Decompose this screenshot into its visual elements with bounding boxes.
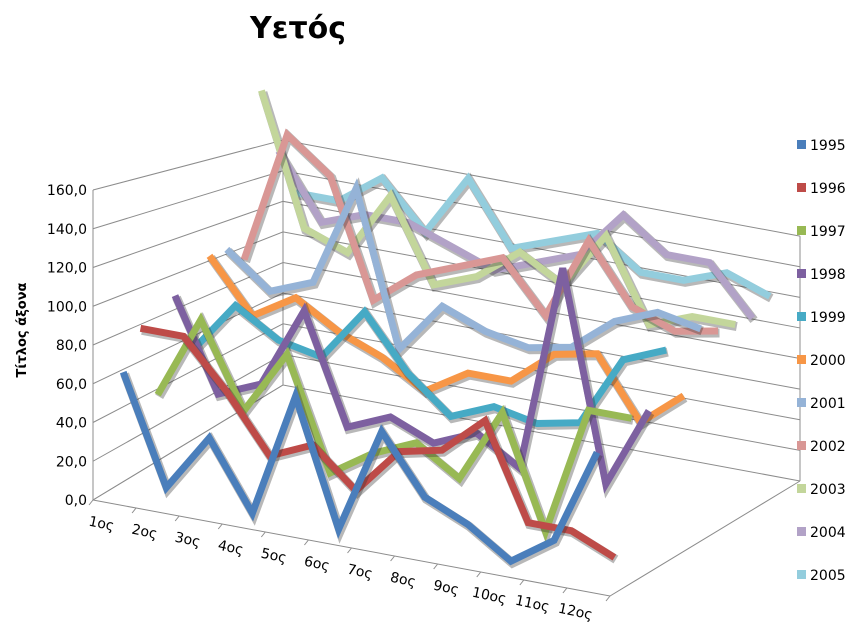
series-line-shadow bbox=[258, 91, 738, 332]
y-tick-label: 0,0 bbox=[65, 493, 87, 509]
legend-label-1996: 1996 bbox=[810, 181, 845, 197]
x-tick-label: 12ος bbox=[557, 601, 594, 624]
legend-label-2004: 2004 bbox=[810, 525, 845, 541]
chart-series bbox=[119, 89, 774, 569]
y-tick-label: 160,0 bbox=[47, 183, 87, 199]
x-tick-label: 9ος bbox=[432, 578, 460, 599]
series-line-1995 bbox=[119, 370, 601, 566]
legend-swatch-1998 bbox=[797, 269, 806, 278]
x-tick-label: 5ος bbox=[259, 546, 287, 567]
series-line-1996 bbox=[139, 324, 617, 561]
x-tick bbox=[304, 539, 309, 546]
x-tick-label: 1ος bbox=[87, 514, 115, 535]
gridline bbox=[92, 139, 801, 237]
y-tick-label: 100,0 bbox=[47, 299, 87, 315]
y-axis-label: Τίτλος άξονα bbox=[15, 282, 30, 377]
legend-label-2001: 2001 bbox=[810, 396, 845, 412]
y-tick-label: 40,0 bbox=[56, 416, 87, 432]
legend-swatch-1996 bbox=[797, 183, 806, 192]
x-tick bbox=[605, 595, 611, 602]
series-line-2004 bbox=[275, 149, 756, 321]
legend-swatch-2001 bbox=[797, 398, 806, 407]
series-line-2005 bbox=[295, 172, 772, 300]
x-tick bbox=[562, 587, 568, 594]
x-tick-label: 2ος bbox=[130, 522, 158, 543]
x-tick bbox=[88, 499, 94, 506]
series-line-2003 bbox=[258, 89, 736, 329]
x-tick bbox=[390, 555, 395, 562]
legend-label-2002: 2002 bbox=[810, 439, 845, 455]
series-line-1998 bbox=[171, 267, 652, 494]
x-tick-label: 7ος bbox=[346, 562, 374, 583]
y-tick-label: 140,0 bbox=[47, 222, 87, 238]
legend-label-1999: 1999 bbox=[810, 310, 845, 326]
y-tick-label: 120,0 bbox=[47, 261, 87, 277]
legend-swatch-2002 bbox=[797, 441, 806, 450]
series-line-2000 bbox=[206, 253, 686, 428]
y-axis-tick-labels: 0,0 20,0 40,0 60,0 80,0 100,0 120,0 140,0 160,0 bbox=[47, 183, 87, 509]
legend-label-1995: 1995 bbox=[810, 138, 845, 154]
legend-swatch-1995 bbox=[797, 140, 806, 149]
y-tick-label: 80,0 bbox=[56, 338, 87, 354]
x-tick-label: 6ος bbox=[303, 554, 331, 575]
x-tick bbox=[174, 515, 180, 522]
x-tick-label: 3ος bbox=[173, 530, 201, 551]
x-tick bbox=[347, 547, 352, 554]
legend-label-2005: 2005 bbox=[810, 568, 845, 584]
legend-swatch-1997 bbox=[797, 226, 806, 235]
legend-label-2000: 2000 bbox=[810, 353, 845, 369]
legend-label-1998: 1998 bbox=[810, 267, 845, 283]
x-tick bbox=[131, 507, 137, 514]
x-tick bbox=[519, 579, 525, 586]
legend-swatch-2000 bbox=[797, 355, 806, 364]
x-tick bbox=[433, 563, 439, 570]
legend-swatch-2004 bbox=[797, 527, 806, 536]
y-tick-label: 20,0 bbox=[56, 454, 87, 470]
series-line-2002 bbox=[240, 128, 719, 335]
y-tick-label: 60,0 bbox=[56, 377, 87, 393]
x-tick-label: 8ος bbox=[389, 570, 417, 591]
x-tick-label: 10ος bbox=[471, 585, 508, 608]
chart-legend: 1995 1996 1997 1998 1999 2000 2001 2002 2003 2004… bbox=[797, 138, 845, 584]
x-tick-label: 4ος bbox=[216, 538, 244, 559]
chart-title: Υετός bbox=[249, 11, 346, 46]
x-tick bbox=[217, 523, 223, 530]
gridline bbox=[92, 170, 801, 268]
legend-label-2003: 2003 bbox=[810, 482, 845, 498]
series-line-2001 bbox=[224, 178, 702, 357]
x-tick-label: 11ος bbox=[514, 593, 551, 616]
x-axis-tick-labels: 1ος 2ος 3ος 4ος 5ος 6ος 7ος 8ος 9ος 10ος 11ος 12ος bbox=[87, 514, 594, 624]
legend-swatch-2003 bbox=[797, 484, 806, 493]
x-tick bbox=[260, 531, 266, 538]
x-tick bbox=[476, 571, 482, 578]
legend-swatch-1999 bbox=[797, 312, 806, 321]
legend-swatch-2005 bbox=[797, 570, 806, 579]
legend-label-1997: 1997 bbox=[810, 224, 845, 240]
